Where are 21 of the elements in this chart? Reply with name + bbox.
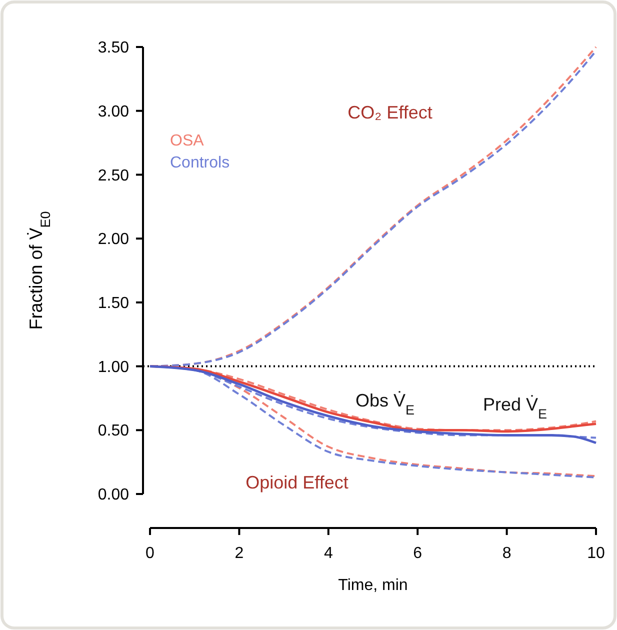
text: Controls: [170, 154, 230, 172]
y-tick-label: 3.50: [98, 40, 130, 57]
x-tick-label: 8: [502, 545, 512, 562]
y-tick-label: 0.50: [98, 422, 130, 440]
x-tick-label: 0: [146, 545, 155, 562]
y-tick-label: 0.00: [98, 486, 130, 504]
x-axis-title: Time, min: [338, 577, 408, 594]
x-tick-label: 2: [234, 545, 244, 562]
annotation: Opioid Effect: [246, 472, 348, 492]
y-tick-label: 2.00: [98, 231, 130, 248]
annotation: Obs V̇$_{E}$: [355, 390, 415, 417]
y-tick-label: 2.50: [98, 167, 130, 184]
annotation: Pred V̇$_{E}$: [482, 394, 548, 421]
text: OSA: [170, 132, 204, 150]
x-tick-label: 4: [324, 545, 333, 562]
annotation: CO₂ Effect: [348, 102, 432, 122]
y-tick-label: 1.50: [98, 295, 130, 312]
x-tick-label: 10: [587, 545, 605, 562]
y-tick-label: 1.00: [98, 358, 130, 376]
y-tick-label: 3.00: [98, 103, 130, 120]
x-tick-label: 6: [413, 545, 422, 562]
